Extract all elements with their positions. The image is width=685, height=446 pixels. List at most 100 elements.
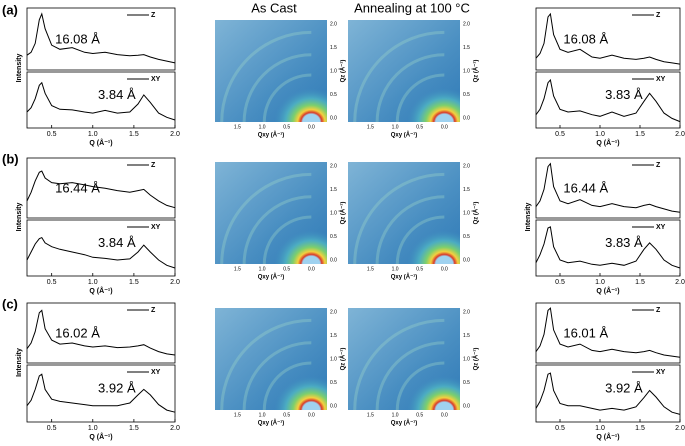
qz-tick-label: 1.5 [330,333,337,339]
diffraction-arc [353,172,445,265]
legend-label: XY [656,76,666,83]
diffraction-arc [242,53,312,123]
x-tick-label: 1.0 [595,131,605,138]
plot-frame [535,157,681,219]
qz-tick-label: 0.5 [330,234,337,240]
qxy-tick-label: 0.0 [308,266,315,272]
qz-tick-label: 0.5 [463,92,470,98]
diffraction-arc [353,30,445,123]
qz-tick-label: 2.0 [330,163,337,169]
x-tick-label: 0.5 [47,425,57,432]
qz-tick-label: 1.0 [330,68,337,74]
diffraction-arc [375,195,445,265]
spectrum-line [535,12,681,65]
spectrum-line [26,81,176,121]
qxy-tick-label: 0.5 [283,124,290,130]
x-axis-label: Q (Å⁻¹) [596,286,619,295]
x-tick-label: 0.5 [47,279,57,286]
peak-annotation: 16.02 Å [55,326,100,341]
qz-tick-label: 0.0 [463,115,470,121]
diffraction-arc [242,195,312,265]
qz-tick-label: 1.5 [463,45,470,51]
legend-label: Z [151,307,156,314]
x-tick-label: 0.5 [555,131,565,138]
qz-tick-label: 2.0 [330,309,337,315]
qxy-tick-label: 0.0 [441,124,448,130]
peak-annotation: 16.44 Å [55,181,100,196]
x-tick-label: 2.0 [675,279,685,286]
diffraction-arc [220,172,312,265]
qz-tick-label: 0.5 [463,234,470,240]
qz-label: Qz (Å⁻¹) [340,348,347,371]
diffraction-arc [375,53,445,123]
qxy-tick-label: 1.0 [259,124,266,130]
qz-label: Qz (Å⁻¹) [340,202,347,225]
peak-annotation: 3.92 Å [98,380,136,395]
panel-label: (c) [2,296,18,311]
qz-tick-label: 2.0 [463,163,470,169]
spectrum-line [26,309,176,356]
qz-tick-label: 1.5 [330,45,337,51]
spectrum-line [535,226,681,269]
legend-label: Z [151,162,156,169]
qz-tick-label: 1.0 [330,356,337,362]
x-tick-label: 0.5 [555,425,565,432]
plot-frame [26,7,176,71]
qz-tick-label: 1.0 [463,68,470,74]
qxy-tick-label: 1.5 [367,412,374,418]
peak-annotation: 16.01 Å [563,326,608,341]
x-axis-label: Q (Å⁻¹) [89,138,112,147]
qz-label: Qz (Å⁻¹) [473,348,480,371]
legend-label: XY [656,369,666,376]
x-tick-label: 1.5 [129,279,139,286]
x-axis-label: Q (Å⁻¹) [89,432,112,441]
y-axis-label: Intensity [16,203,23,232]
diffraction-arc [220,318,312,411]
diffraction-arc [353,318,445,411]
x-tick-label: 2.0 [675,425,685,432]
x-tick-label: 2.0 [675,131,685,138]
plot-frame [535,219,681,277]
y-axis-label: Intensity [16,54,23,83]
qxy-tick-label: 0.0 [308,412,315,418]
spectrum-line [26,170,176,209]
qz-tick-label: 0.0 [463,257,470,263]
x-tick-label: 1.5 [129,425,139,432]
qxy-label: Qxy (Å⁻¹) [391,132,418,139]
peak-annotation: 3.83 Å [605,235,643,250]
x-tick-label: 1.5 [635,279,645,286]
qxy-tick-label: 1.0 [392,412,399,418]
x-tick-label: 2.0 [170,131,180,138]
plot-frame [26,364,176,423]
peak-annotation: 3.84 Å [98,87,136,102]
x-tick-label: 1.0 [595,425,605,432]
qz-tick-label: 1.0 [330,210,337,216]
giwaxs-rings [348,162,460,264]
qxy-label: Qxy (Å⁻¹) [258,132,285,139]
diffraction-arc [262,73,312,123]
giwaxs-rings [215,308,327,410]
legend-label: XY [151,369,161,376]
spectrum-line [535,162,681,213]
x-axis-label: Q (Å⁻¹) [89,286,112,295]
diffraction-arc [262,361,312,411]
plot-frame [26,302,176,364]
legend-label: Z [656,162,661,169]
qz-tick-label: 1.5 [463,187,470,193]
qxy-tick-label: 0.0 [308,124,315,130]
qz-tick-label: 0.5 [330,92,337,98]
qxy-tick-label: 1.5 [234,266,241,272]
x-tick-label: 1.5 [129,131,139,138]
qxy-tick-label: 1.0 [392,266,399,272]
qz-tick-label: 2.0 [330,21,337,27]
x-tick-label: 1.5 [635,425,645,432]
plot-frame [535,71,681,129]
diffraction-arc [395,73,445,123]
plot-frame [535,302,681,364]
diffraction-arc [262,215,312,265]
qz-label: Qz (Å⁻¹) [473,60,480,83]
qxy-tick-label: 1.5 [367,266,374,272]
qxy-label: Qxy (Å⁻¹) [391,420,418,427]
plot-frame [26,219,176,277]
qxy-tick-label: 0.5 [416,266,423,272]
